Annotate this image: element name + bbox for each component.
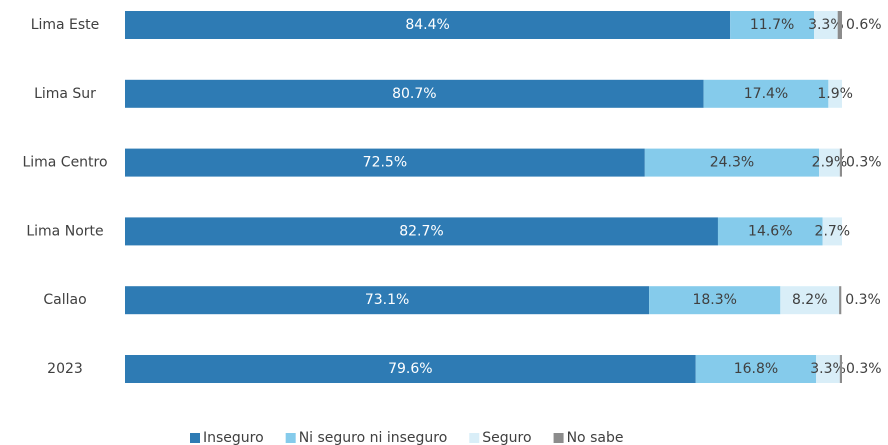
data-label: 82.7% [399, 223, 443, 239]
data-label: 8.2% [792, 292, 828, 308]
bar-segment [822, 217, 842, 246]
data-label: 2.9% [812, 155, 848, 171]
data-label: 14.6% [748, 223, 792, 239]
data-label: 3.3% [810, 361, 846, 377]
data-label: 11.7% [750, 17, 794, 33]
legend-swatch [285, 433, 296, 443]
y-tick-label: Lima Centro [22, 155, 107, 171]
data-label: 18.3% [692, 292, 736, 308]
legend-swatch [553, 433, 564, 443]
bar-segment [814, 11, 838, 39]
data-label: 0.3% [846, 361, 882, 377]
legend-swatch [469, 433, 480, 443]
bar-segment [644, 148, 820, 177]
bar-segment [839, 286, 842, 315]
bar-segment [695, 355, 817, 383]
data-label: 73.1% [365, 292, 409, 308]
data-label: 1.9% [817, 86, 853, 102]
data-label: 0.3% [846, 155, 882, 171]
bar-segment [125, 217, 718, 246]
data-label: 2.7% [815, 223, 851, 239]
data-label: 84.4% [405, 17, 449, 33]
bar-segment [839, 355, 842, 383]
bar-segment [819, 148, 840, 177]
data-label: 0.6% [846, 17, 882, 33]
bar-segment [125, 286, 650, 315]
bar-segment [730, 11, 815, 39]
legend-label: Inseguro [203, 430, 264, 445]
data-label: 3.3% [808, 17, 844, 33]
bar-segment [125, 79, 704, 108]
y-tick-label: 2023 [47, 361, 83, 377]
y-tick-label: Lima Sur [34, 86, 96, 102]
data-label: 72.5% [363, 155, 407, 171]
bar-segment [125, 355, 696, 383]
y-tick-label: Lima Este [31, 17, 100, 33]
y-tick-label: Lima Norte [26, 223, 103, 239]
data-label: 16.8% [734, 361, 778, 377]
bar-segment [780, 286, 840, 315]
bar-segment [649, 286, 781, 315]
data-label: 0.3% [845, 292, 881, 308]
bar-segment [816, 355, 840, 383]
legend-label: Ni seguro ni inseguro [299, 430, 448, 445]
data-label: 17.4% [744, 86, 788, 102]
bar-segment [717, 217, 823, 246]
data-label: 79.6% [388, 361, 432, 377]
bar-segment [125, 11, 731, 39]
data-label: 80.7% [392, 86, 436, 102]
bar-segment [828, 79, 842, 108]
bar-segment [839, 148, 842, 177]
bar-segment [125, 148, 645, 177]
bar-segment [703, 79, 829, 108]
legend-label: No sabe [567, 430, 624, 445]
data-label: 24.3% [710, 155, 754, 171]
legend-label: Seguro [482, 430, 531, 445]
y-tick-label: Callao [43, 292, 86, 308]
bar-segment [837, 11, 842, 39]
legend-swatch [190, 433, 200, 443]
